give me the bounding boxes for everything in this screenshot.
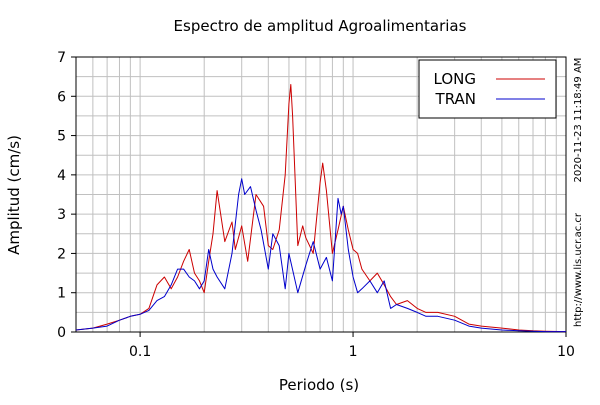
series-layer (75, 84, 567, 333)
x-tick-label: 0.1 (129, 344, 151, 360)
y-tick-label: 0 (57, 325, 66, 341)
y-tick-label: 1 (57, 286, 66, 302)
x-tick-label: 1 (349, 344, 358, 360)
plot-frame (75, 56, 567, 333)
series-line-long (75, 84, 567, 333)
legend-label-long: LONG (434, 70, 476, 88)
y-tick-label: 2 (57, 246, 66, 262)
legend-box (418, 59, 557, 119)
source-url-label: http://www.lis.ucr.ac.cr (573, 212, 584, 327)
x-axis-label: Periodo (s) (279, 376, 359, 394)
timestamp-label: 2020-11-23 11:18:49 AM (573, 58, 584, 183)
y-tick-label: 3 (57, 207, 66, 223)
y-tick-label: 7 (57, 50, 66, 66)
series-line-tran (75, 178, 566, 333)
y-tick-label: 6 (57, 89, 66, 105)
x-tick-label: 10 (557, 344, 575, 360)
y-axis-label: Amplitud (cm/s) (5, 135, 23, 255)
legend: LONG TRAN (418, 59, 557, 119)
y-tick-label: 4 (57, 168, 66, 184)
y-tick-label: 5 (57, 129, 66, 145)
tick-layer: 0 1 2 3 4 5 6 7 0.1 1 10 (57, 50, 575, 360)
chart-title: Espectro de amplitud Agroalimentarias (174, 17, 467, 35)
legend-label-tran: TRAN (435, 90, 476, 108)
